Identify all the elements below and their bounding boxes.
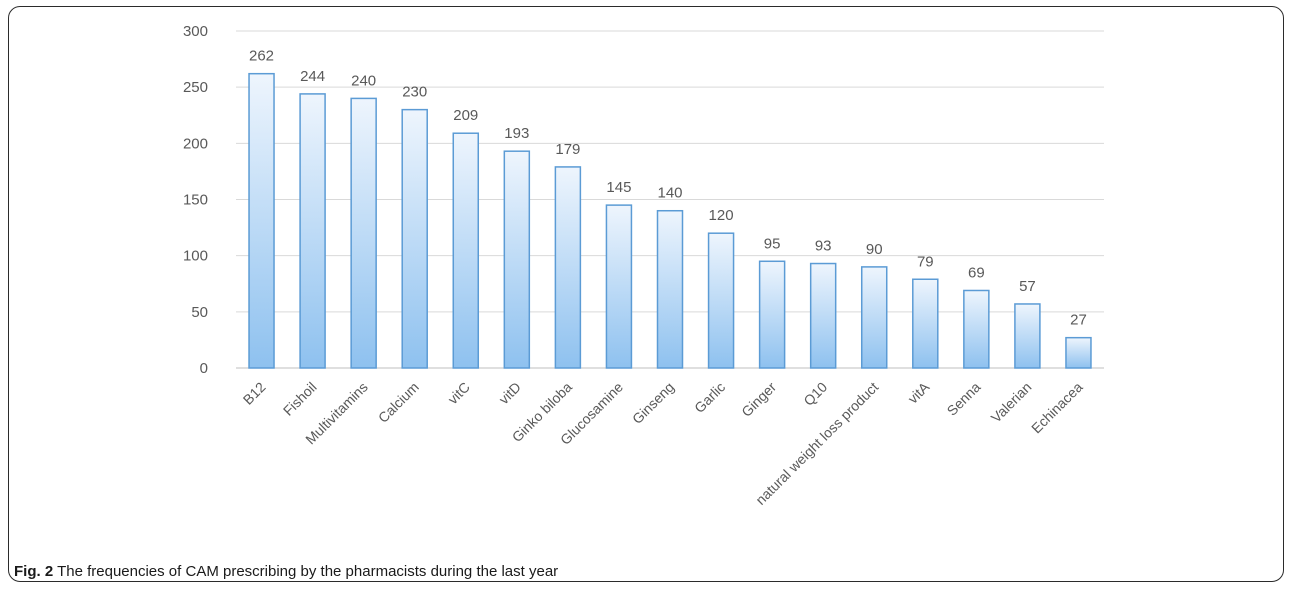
y-tick-label: 50	[191, 304, 208, 321]
bar	[1065, 336, 1092, 369]
data-label: 145	[606, 179, 631, 196]
bar	[248, 72, 275, 369]
x-tick-label: Ginger	[738, 379, 779, 420]
data-label: 69	[968, 264, 985, 281]
data-label: 140	[657, 185, 682, 202]
bar	[1014, 303, 1041, 369]
data-label: 95	[764, 235, 781, 252]
y-tick-label: 0	[200, 360, 208, 377]
data-label: 209	[453, 107, 478, 124]
figure-caption-label: Fig. 2	[14, 563, 54, 580]
bar	[912, 278, 939, 369]
data-label: 90	[866, 241, 883, 258]
figure-caption: Fig. 2 The frequencies of CAM prescribin…	[14, 563, 558, 580]
bar	[963, 289, 990, 369]
bar	[503, 150, 531, 369]
y-tick-label: 200	[183, 135, 208, 152]
bar	[452, 132, 480, 369]
bar	[299, 93, 326, 369]
x-tick-label: B12	[240, 379, 269, 408]
x-tick-label: Garlic	[691, 379, 728, 416]
data-label: 262	[249, 48, 274, 65]
x-tick-label: vitC	[445, 379, 473, 407]
y-tick-label: 150	[183, 192, 208, 209]
data-label: 230	[402, 84, 427, 101]
data-label: 179	[555, 141, 580, 158]
data-label: 120	[709, 207, 734, 224]
x-tick-label: vitA	[905, 378, 933, 406]
y-tick-label: 300	[183, 23, 208, 40]
bar	[656, 209, 684, 369]
figure-frame	[8, 6, 1284, 582]
data-label: 57	[1019, 278, 1036, 295]
data-labels: 262 244 240 230 209 193 179 145 140 120 95 93 90 79 69…	[249, 48, 1087, 329]
bar-chart: 0 50 100 150 200 250 300 262 244 240 230 209 193 179…	[183, 23, 1104, 508]
bar	[809, 262, 837, 369]
bar	[350, 97, 377, 369]
y-tick-label: 100	[183, 248, 208, 265]
x-tick-label: Echinacea	[1028, 379, 1086, 437]
y-tick-label: 250	[183, 79, 208, 96]
x-tick-label: Senna	[944, 379, 984, 419]
x-tick-label: Calcium	[375, 379, 422, 426]
data-label: 93	[815, 238, 832, 255]
gridlines	[236, 30, 1104, 369]
x-tick-label: Ginseng	[629, 379, 677, 427]
bars	[248, 72, 1092, 369]
bar	[758, 260, 786, 369]
bar	[605, 204, 633, 369]
bar	[707, 232, 735, 369]
x-tick-label: Q10	[800, 379, 830, 409]
x-tick-label: Fishoil	[280, 379, 320, 419]
data-label: 240	[351, 72, 376, 89]
data-label: 193	[504, 125, 529, 142]
bar	[860, 266, 888, 369]
data-label: 79	[917, 253, 934, 270]
x-tick-label: vitD	[496, 379, 524, 407]
data-label: 27	[1070, 312, 1087, 329]
y-axis-ticks: 0 50 100 150 200 250 300	[183, 23, 208, 377]
bar	[401, 108, 428, 369]
figure-caption-text: The frequencies of CAM prescribing by th…	[57, 563, 559, 580]
bar	[554, 166, 582, 369]
x-tick-label: Valerian	[988, 379, 1035, 426]
data-label: 244	[300, 68, 325, 85]
